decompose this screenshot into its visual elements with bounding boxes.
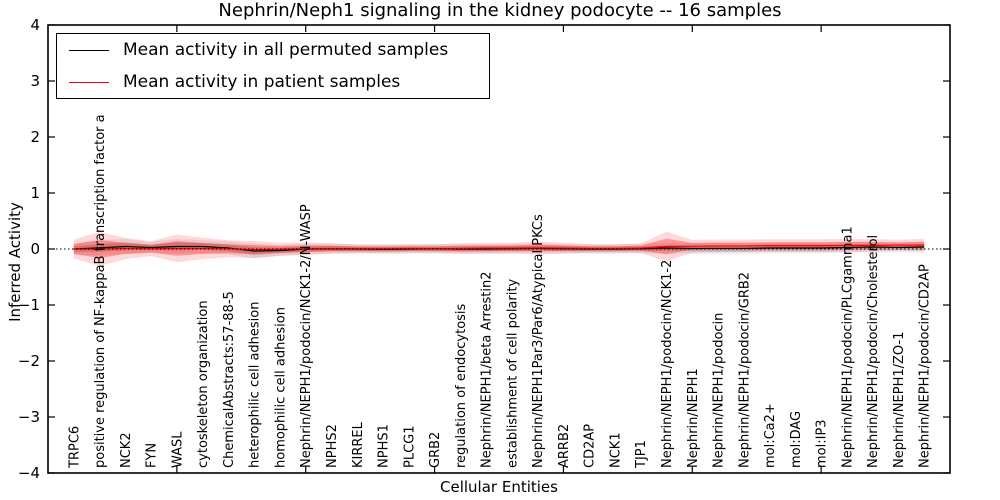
legend-label-patient: Mean activity in patient samples [123,72,401,92]
x-category-label: NPHS1 [377,424,392,468]
x-category-label: mol:IP3 [815,419,830,468]
x-category-label: Nephrin/NEPH1/podocin/GRB2 [737,272,752,468]
x-category-label: CD2AP [583,424,598,468]
x-category-label: heterophilic cell adhesion [248,302,263,469]
x-category-label: Nephrin/NEPH1/podocin/CD2AP [918,264,933,468]
x-category-label: WASL [170,431,185,468]
legend-line-permuted-icon [69,49,109,51]
x-category-label: ChemicalAbstracts:57-88-5 [222,291,237,468]
y-tick-label: 1 [30,184,40,202]
legend-label-permuted: Mean activity in all permuted samples [123,40,449,60]
legend-row-permuted: Mean activity in all permuted samples [57,36,489,64]
x-category-label: Nephrin/NEPH1/podocin/NCK1-2/N-WASP [299,204,314,468]
x-category-label: Nephrin/NEPH1/podocin/NCK1-2 [660,260,675,468]
x-category-label: establishment of cell polarity [505,279,520,468]
x-category-label: positive regulation of NF-kappaB transcr… [93,114,108,468]
x-axis-label: Cellular Entities [440,478,558,496]
x-category-label: Nephrin/NEPH1/ZO-1 [892,332,907,468]
legend: Mean activity in all permuted samples Me… [56,33,490,99]
x-category-label: PLCG1 [402,425,417,468]
y-tick-label: −2 [18,352,40,370]
y-tick-label: 3 [30,72,40,90]
x-category-label: Nephrin/NEPH1/podocin [712,313,727,468]
x-category-label: mol:DAG [789,411,804,468]
y-tick-label: 0 [30,240,40,258]
x-category-label: regulation of endocytosis [454,303,469,468]
y-tick-label: −1 [18,296,40,314]
permuted-mean-line [73,245,925,252]
x-category-label: FYN [145,443,160,468]
y-tick-label: 4 [30,16,40,34]
y-tick-label: −4 [18,464,40,482]
x-category-label: Nephrin/NEPH1 [686,368,701,468]
y-axis-label: Inferred Activity [6,202,24,322]
x-category-label: GRB2 [428,432,443,468]
x-category-label: Nephrin/NEPH1/beta Arrestin2 [480,272,495,469]
x-category-label: Nephrin/NEPH1Par3/Par6/Atypical PKCs [531,214,546,468]
x-category-label: TRPC6 [67,426,82,469]
x-category-label: KIRREL [351,421,366,468]
x-category-label: NCK2 [119,432,134,468]
x-category-label: TJP1 [634,440,649,469]
chart-title: Nephrin/Neph1 signaling in the kidney po… [218,0,782,21]
x-category-label: NPHS2 [325,424,340,468]
patient-mean-line [73,244,925,251]
x-category-label: Nephrin/NEPH1/podocin/Cholesterol [866,235,881,468]
legend-line-patient-icon [69,81,109,83]
x-category-label: cytoskeleton organization [196,300,211,468]
y-tick-label: 2 [30,128,40,146]
y-tick-label: −3 [18,408,40,426]
x-category-label: mol:Ca2+ [763,403,778,468]
x-category-label: homophilic cell adhesion [273,307,288,468]
x-category-label: Nephrin/NEPH1/podocin/PLCgamma1 [840,226,855,468]
x-category-label: NCK1 [608,432,623,468]
legend-row-patient: Mean activity in patient samples [57,68,489,96]
x-category-label: ARRB2 [557,424,572,468]
